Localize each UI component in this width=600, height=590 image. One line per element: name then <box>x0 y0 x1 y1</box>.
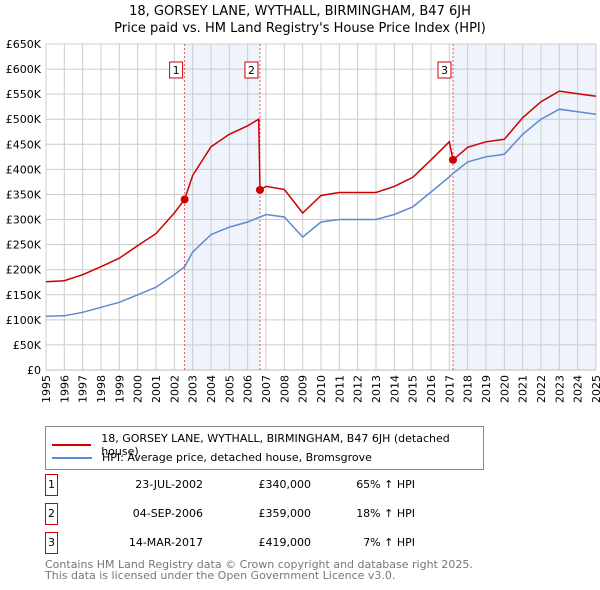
sale-label: 2 <box>248 64 255 77</box>
x-tick-label: 1999 <box>113 375 126 403</box>
x-tick-label: 2012 <box>352 375 365 403</box>
sale-number: 1 <box>45 474 58 496</box>
x-tick-label: 1998 <box>95 375 108 403</box>
x-tick-label: 2006 <box>242 375 255 403</box>
y-tick-label: £350K <box>6 188 42 201</box>
shaded-range <box>453 44 596 370</box>
y-tick-label: £200K <box>6 264 42 277</box>
footer-line2: This data is licensed under the Open Gov… <box>45 569 396 582</box>
sale-price: £359,000 <box>258 507 312 520</box>
hpi-series-line <box>45 108 597 318</box>
x-tick-label: 2014 <box>388 375 401 403</box>
x-tick-label: 2001 <box>150 375 163 403</box>
footer: Contains HM Land Registry data © Crown c… <box>45 559 473 581</box>
x-tick-label: 2002 <box>168 375 181 403</box>
sale-label-box <box>244 61 259 79</box>
chart-title: 18, GORSEY LANE, WYTHALL, BIRMINGHAM, B4… <box>129 4 471 19</box>
x-tick-label: 2013 <box>370 375 383 403</box>
x-tick-label: 1996 <box>58 375 71 403</box>
y-tick-label: £550K <box>6 88 42 101</box>
y-tick-label: £250K <box>6 239 42 252</box>
sale-price: £419,000 <box>258 536 312 549</box>
sale-label: 3 <box>441 64 448 77</box>
x-tick-label: 2016 <box>425 375 438 403</box>
y-tick-label: £400K <box>6 163 42 176</box>
x-tick-label: 2025 <box>590 375 600 403</box>
y-tick-label: £100K <box>6 314 42 327</box>
sale-row: 2 04-SEP-2006 £359,000 18% ↑ HPI <box>45 503 465 525</box>
x-tick-label: 2024 <box>572 375 585 403</box>
y-tick-label: £500K <box>6 113 42 126</box>
y-tick-label: £50K <box>13 339 42 352</box>
sale-price: £340,000 <box>258 478 312 491</box>
property-series-line <box>45 90 597 283</box>
x-tick-label: 2000 <box>132 375 145 403</box>
legend-red-label: 18, GORSEY LANE, WYTHALL, BIRMINGHAM, B4… <box>101 432 450 458</box>
x-tick-label: 2004 <box>205 375 218 403</box>
shaded-range <box>184 44 260 370</box>
sale-number: 3 <box>45 532 58 554</box>
legend: 18, GORSEY LANE, WYTHALL, BIRMINGHAM, B4… <box>45 426 484 470</box>
sale-date: 14-MAR-2017 <box>128 536 203 549</box>
x-tick-label: 2008 <box>278 375 291 403</box>
x-tick-label: 2015 <box>407 375 420 403</box>
y-tick-label: £450K <box>6 138 42 151</box>
sale-label: 1 <box>173 64 180 77</box>
y-tick-label: £600K <box>6 63 42 76</box>
sale-hpi: 18% ↑ HPI <box>356 507 415 520</box>
x-tick-label: 2009 <box>297 375 310 403</box>
legend-red-line <box>52 444 92 446</box>
x-tick-label: 2007 <box>260 375 273 403</box>
x-tick-label: 2022 <box>535 375 548 403</box>
sale-label-box <box>169 61 184 79</box>
sale-hpi: 65% ↑ HPI <box>356 478 415 491</box>
sale-point <box>180 195 189 204</box>
x-tick-label: 2005 <box>223 375 236 403</box>
y-tick-label: £650K <box>6 38 42 51</box>
sale-label-box <box>437 61 452 79</box>
x-tick-label: 2021 <box>517 375 530 403</box>
x-tick-label: 2011 <box>333 375 346 403</box>
y-tick-label: £0 <box>27 364 41 377</box>
legend-blue-line <box>52 456 92 459</box>
x-tick-label: 2023 <box>553 375 566 403</box>
x-tick-label: 1997 <box>77 375 90 403</box>
sale-point <box>255 185 264 194</box>
x-tick-label: 2020 <box>498 375 511 403</box>
x-tick-label: 1995 <box>40 375 53 403</box>
sale-point <box>449 155 457 164</box>
sale-row: 1 23-JUL-2002 £340,000 65% ↑ HPI <box>45 474 465 496</box>
sale-number: 2 <box>45 503 58 525</box>
legend-blue-label: HPI: Average price, detached house, Brom… <box>102 451 372 464</box>
footer-line1: Contains HM Land Registry data © Crown c… <box>45 558 473 571</box>
y-tick-label: £300K <box>6 214 42 227</box>
x-tick-label: 2003 <box>187 375 200 403</box>
sale-row: 3 14-MAR-2017 £419,000 7% ↑ HPI <box>45 532 465 554</box>
sale-hpi: 7% ↑ HPI <box>363 536 415 549</box>
y-tick-label: £150K <box>6 289 42 302</box>
chart-subtitle: Price paid vs. HM Land Registry's House … <box>114 21 486 36</box>
sale-date: 23-JUL-2002 <box>135 478 203 491</box>
x-tick-label: 2018 <box>462 375 475 403</box>
x-tick-label: 2010 <box>315 375 328 403</box>
x-tick-label: 2019 <box>480 375 493 403</box>
x-tick-label: 2017 <box>443 375 456 403</box>
sale-date: 04-SEP-2006 <box>132 507 203 520</box>
chart-plot: 1995 1996 1997 1998 1999 2000 2001 2002 2003 2004… <box>6 38 600 403</box>
